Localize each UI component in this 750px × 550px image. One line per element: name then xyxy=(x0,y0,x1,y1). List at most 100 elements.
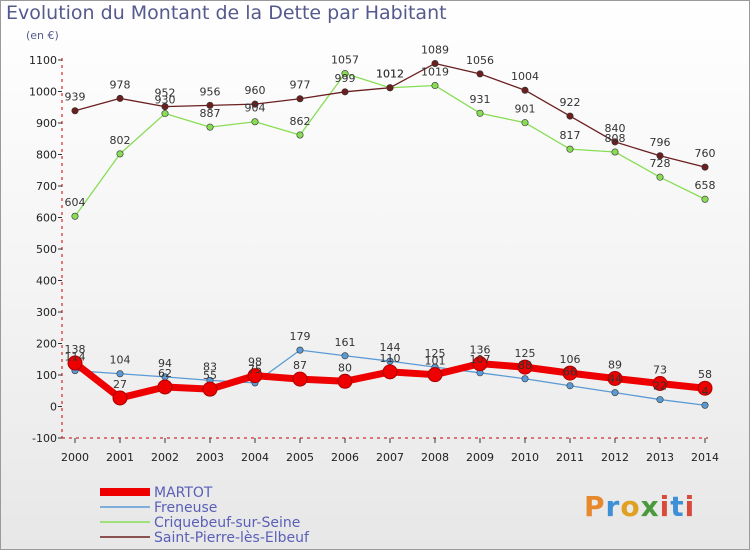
y-tick-label: 1000 xyxy=(29,86,57,99)
y-tick-label: 600 xyxy=(36,212,57,225)
data-point xyxy=(341,88,349,96)
data-point xyxy=(562,365,578,381)
data-point xyxy=(431,59,439,67)
data-point xyxy=(701,401,709,409)
data-label: 1012 xyxy=(376,68,404,81)
data-label: 999 xyxy=(335,72,356,85)
data-label: 931 xyxy=(470,93,491,106)
data-point xyxy=(472,356,488,372)
data-label: 817 xyxy=(560,129,581,142)
data-point xyxy=(521,86,529,94)
legend-label: Freneuse xyxy=(154,500,217,516)
data-label: 960 xyxy=(245,84,266,97)
data-label: 802 xyxy=(110,134,131,147)
data-label: 658 xyxy=(695,179,716,192)
y-tick-label: 200 xyxy=(36,338,57,351)
series-layer xyxy=(67,59,713,409)
data-point xyxy=(701,195,709,203)
data-label: 62 xyxy=(158,367,172,380)
data-label: 66 xyxy=(563,366,577,379)
data-point xyxy=(251,118,259,126)
data-label: 904 xyxy=(245,102,266,115)
data-point xyxy=(652,376,668,392)
data-label: 939 xyxy=(65,91,86,104)
legend-label: Saint-Pierre-lès-Elbeuf xyxy=(154,530,310,546)
x-tick-label: 2014 xyxy=(691,451,719,464)
x-tick-label: 2006 xyxy=(331,451,359,464)
data-point xyxy=(566,145,574,153)
data-point xyxy=(607,370,623,386)
axes: -100 0 100 200 300 400 500 600 700 800 900 1000 1100… xyxy=(29,54,719,464)
data-point xyxy=(566,382,574,390)
data-point xyxy=(296,95,304,103)
data-label: 952 xyxy=(155,87,176,100)
data-label: 44 xyxy=(608,373,622,386)
y-tick-label: 100 xyxy=(36,369,57,382)
data-label: 977 xyxy=(290,79,311,92)
data-label: 179 xyxy=(290,330,311,343)
data-point xyxy=(206,101,214,109)
chart-title: Evolution du Montant de la Dette par Hab… xyxy=(6,2,447,24)
data-point xyxy=(566,112,574,120)
data-label: 1056 xyxy=(466,54,494,67)
data-point xyxy=(71,107,79,115)
data-label: 728 xyxy=(650,157,671,170)
data-label: 88 xyxy=(518,359,532,372)
data-point xyxy=(341,70,349,78)
data-point xyxy=(206,123,214,131)
data-point xyxy=(697,380,713,396)
data-point xyxy=(251,100,259,108)
data-label: 1089 xyxy=(421,43,449,56)
data-label: 101 xyxy=(425,355,446,368)
data-label: 1057 xyxy=(331,54,359,67)
data-point xyxy=(656,152,664,160)
y-tick-label: 500 xyxy=(36,243,57,256)
data-point xyxy=(611,389,619,397)
legend: MARTOTFreneuseCriquebeuf-sur-SeineSaint-… xyxy=(100,485,310,546)
legend-label: MARTOT xyxy=(154,485,213,501)
data-label: 55 xyxy=(203,369,217,382)
x-tick-label: 2000 xyxy=(61,451,89,464)
data-point xyxy=(517,359,533,375)
data-label: 796 xyxy=(650,136,671,149)
data-label: 840 xyxy=(605,122,626,135)
data-label: 930 xyxy=(155,94,176,107)
data-point xyxy=(337,373,353,389)
y-tick-label: 0 xyxy=(50,401,57,414)
data-label: 978 xyxy=(110,78,131,91)
data-label: 125 xyxy=(425,347,446,360)
data-label: 125 xyxy=(515,347,536,360)
data-point xyxy=(427,367,443,383)
data-point xyxy=(157,379,173,395)
data-label: 1019 xyxy=(421,66,449,79)
data-point xyxy=(656,396,664,404)
y-tick-label: 300 xyxy=(36,306,57,319)
y-tick-label: 700 xyxy=(36,180,57,193)
data-label: 4 xyxy=(702,385,709,398)
data-label: 922 xyxy=(560,96,581,109)
data-point xyxy=(292,371,308,387)
data-point xyxy=(116,94,124,102)
x-tick-label: 2013 xyxy=(646,451,674,464)
data-label: 80 xyxy=(338,361,352,374)
data-label: 104 xyxy=(110,354,131,367)
data-point xyxy=(386,84,394,92)
data-label: 862 xyxy=(290,115,311,128)
data-point xyxy=(161,110,169,118)
data-label: 94 xyxy=(158,357,172,370)
data-labels: 138 27 62 55 98 87 80 110 101 136 125 106 89 73 58 114 1… xyxy=(65,43,716,398)
y-tick-label: 400 xyxy=(36,275,57,288)
data-point xyxy=(611,148,619,156)
proxiti-logo: Proxiti xyxy=(584,490,696,523)
data-label: 956 xyxy=(200,85,221,98)
x-tick-label: 2003 xyxy=(196,451,224,464)
data-point xyxy=(431,82,439,90)
data-point xyxy=(611,138,619,146)
data-point xyxy=(202,381,218,397)
data-point xyxy=(116,370,124,378)
data-point xyxy=(296,131,304,139)
data-label: 98 xyxy=(248,356,262,369)
legend-label: Criquebeuf-sur-Seine xyxy=(154,515,300,531)
data-point xyxy=(476,109,484,117)
